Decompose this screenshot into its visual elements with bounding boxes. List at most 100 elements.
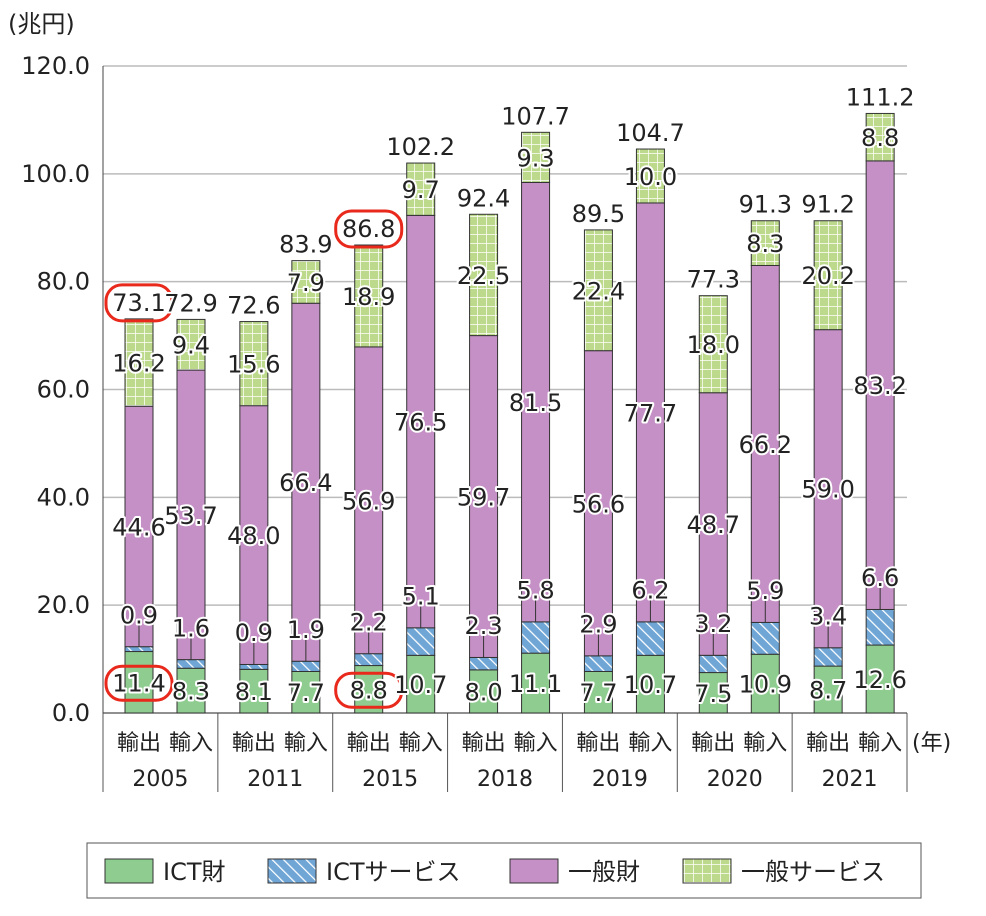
y-tick-label: 80.0 <box>37 268 90 296</box>
bar-segment <box>239 321 269 407</box>
data-label: 48.0 <box>227 522 280 550</box>
bar-segment <box>176 659 206 669</box>
bar-segment <box>176 318 206 371</box>
highlight-circle <box>104 283 174 323</box>
total-label: 72.6 <box>227 292 280 320</box>
total-label: 86.8 <box>342 215 395 243</box>
bar-segment <box>354 653 384 667</box>
bar-segment <box>406 162 436 216</box>
bar-segment <box>750 264 780 623</box>
x-year-label: 2005 <box>132 767 188 792</box>
total-label: 91.2 <box>801 191 854 219</box>
bar-segment <box>239 668 269 714</box>
total-label: 77.3 <box>687 266 740 294</box>
data-label: 8.8 <box>350 676 388 704</box>
bar-segment <box>635 654 665 714</box>
bar-segment <box>354 244 384 348</box>
total-label: 89.5 <box>572 200 625 228</box>
data-label: 8.1 <box>235 678 273 706</box>
bar-segment <box>521 621 551 654</box>
data-label: 83.2 <box>853 372 906 400</box>
total-label: 91.3 <box>739 191 792 219</box>
data-label: 77.7 <box>624 399 677 427</box>
bar-segment <box>469 656 499 671</box>
legend-swatch <box>104 858 154 884</box>
total-label: 104.7 <box>616 119 685 147</box>
highlight-circle <box>334 209 404 249</box>
bar-segment <box>583 655 613 672</box>
data-label: 6.2 <box>631 577 669 605</box>
data-label: 3.4 <box>809 602 847 630</box>
bar-segment <box>124 318 154 407</box>
data-label: 7.7 <box>287 679 325 707</box>
bar-segment <box>698 672 728 714</box>
bar-segment <box>469 213 499 337</box>
data-label: 12.6 <box>853 666 906 694</box>
bar-segment <box>521 181 551 623</box>
data-label: 22.5 <box>457 262 510 290</box>
data-label: 66.4 <box>279 469 332 497</box>
y-tick-label: 40.0 <box>37 483 90 511</box>
data-label: 10.7 <box>624 671 677 699</box>
legend-box <box>86 842 922 899</box>
bar-segment <box>698 295 728 394</box>
x-year-label: 2021 <box>822 767 878 792</box>
data-label: 1.9 <box>287 616 325 644</box>
y-tick-label: 60.0 <box>37 376 90 404</box>
x-year-label: 2018 <box>477 767 533 792</box>
data-label: 9.3 <box>516 144 554 172</box>
legend-label: 一般財 <box>568 858 640 886</box>
bar-segment <box>124 646 154 653</box>
data-label: 0.9 <box>120 601 158 629</box>
bar-segment <box>813 329 843 649</box>
legend-label: ICT財 <box>163 858 226 886</box>
x-subcategory-label: 輸入 <box>399 731 443 756</box>
data-label: 8.7 <box>809 677 847 705</box>
y-tick-label: 20.0 <box>37 591 90 619</box>
total-label: 102.2 <box>386 133 455 161</box>
data-label: 10.0 <box>624 163 677 191</box>
data-label: 5.9 <box>746 577 784 605</box>
y-axis-unit-label: (兆円) <box>8 10 75 38</box>
legend-label: ICTサービス <box>326 858 461 886</box>
total-label: 92.4 <box>457 184 510 212</box>
data-label: 9.4 <box>172 332 210 360</box>
y-tick-label: 0.0 <box>52 699 90 727</box>
data-label: 8.3 <box>172 678 210 706</box>
bar-segment <box>124 651 154 714</box>
data-label: 10.7 <box>394 671 447 699</box>
bar-segment <box>750 220 780 266</box>
bar-segment <box>865 644 895 714</box>
data-label: 8.0 <box>464 678 502 706</box>
data-label: 1.6 <box>172 614 210 642</box>
total-label: 72.9 <box>164 289 217 317</box>
bar-segment <box>469 335 499 658</box>
bar-segment <box>521 652 551 714</box>
data-label: 8.3 <box>746 230 784 258</box>
bar-segment <box>291 660 321 672</box>
total-label: 111.2 <box>846 83 915 111</box>
bar-segment <box>813 647 843 667</box>
data-label: 20.2 <box>801 262 854 290</box>
data-label: 5.1 <box>402 582 440 610</box>
bar-segment <box>750 621 780 655</box>
bar-segment <box>635 148 665 204</box>
data-label: 15.6 <box>227 351 280 379</box>
total-label: 107.7 <box>501 102 570 130</box>
data-label: 59.0 <box>801 476 854 504</box>
highlight-circle <box>104 664 174 702</box>
highlight-circle <box>334 671 404 709</box>
x-subcategory-label: 輸入 <box>284 731 328 756</box>
x-subcategory-label: 輸出 <box>806 731 850 756</box>
bar-segment <box>813 665 843 714</box>
x-year-label: 2019 <box>592 767 648 792</box>
data-label: 2.2 <box>350 608 388 636</box>
data-label: 16.2 <box>112 350 165 378</box>
bar-segment <box>635 621 665 656</box>
x-subcategory-label: 輸入 <box>743 731 787 756</box>
bar-segment <box>521 131 551 183</box>
legend-label: 一般サービス <box>741 858 885 886</box>
x-subcategory-label: 輸出 <box>347 731 391 756</box>
data-label: 11.1 <box>509 670 562 698</box>
